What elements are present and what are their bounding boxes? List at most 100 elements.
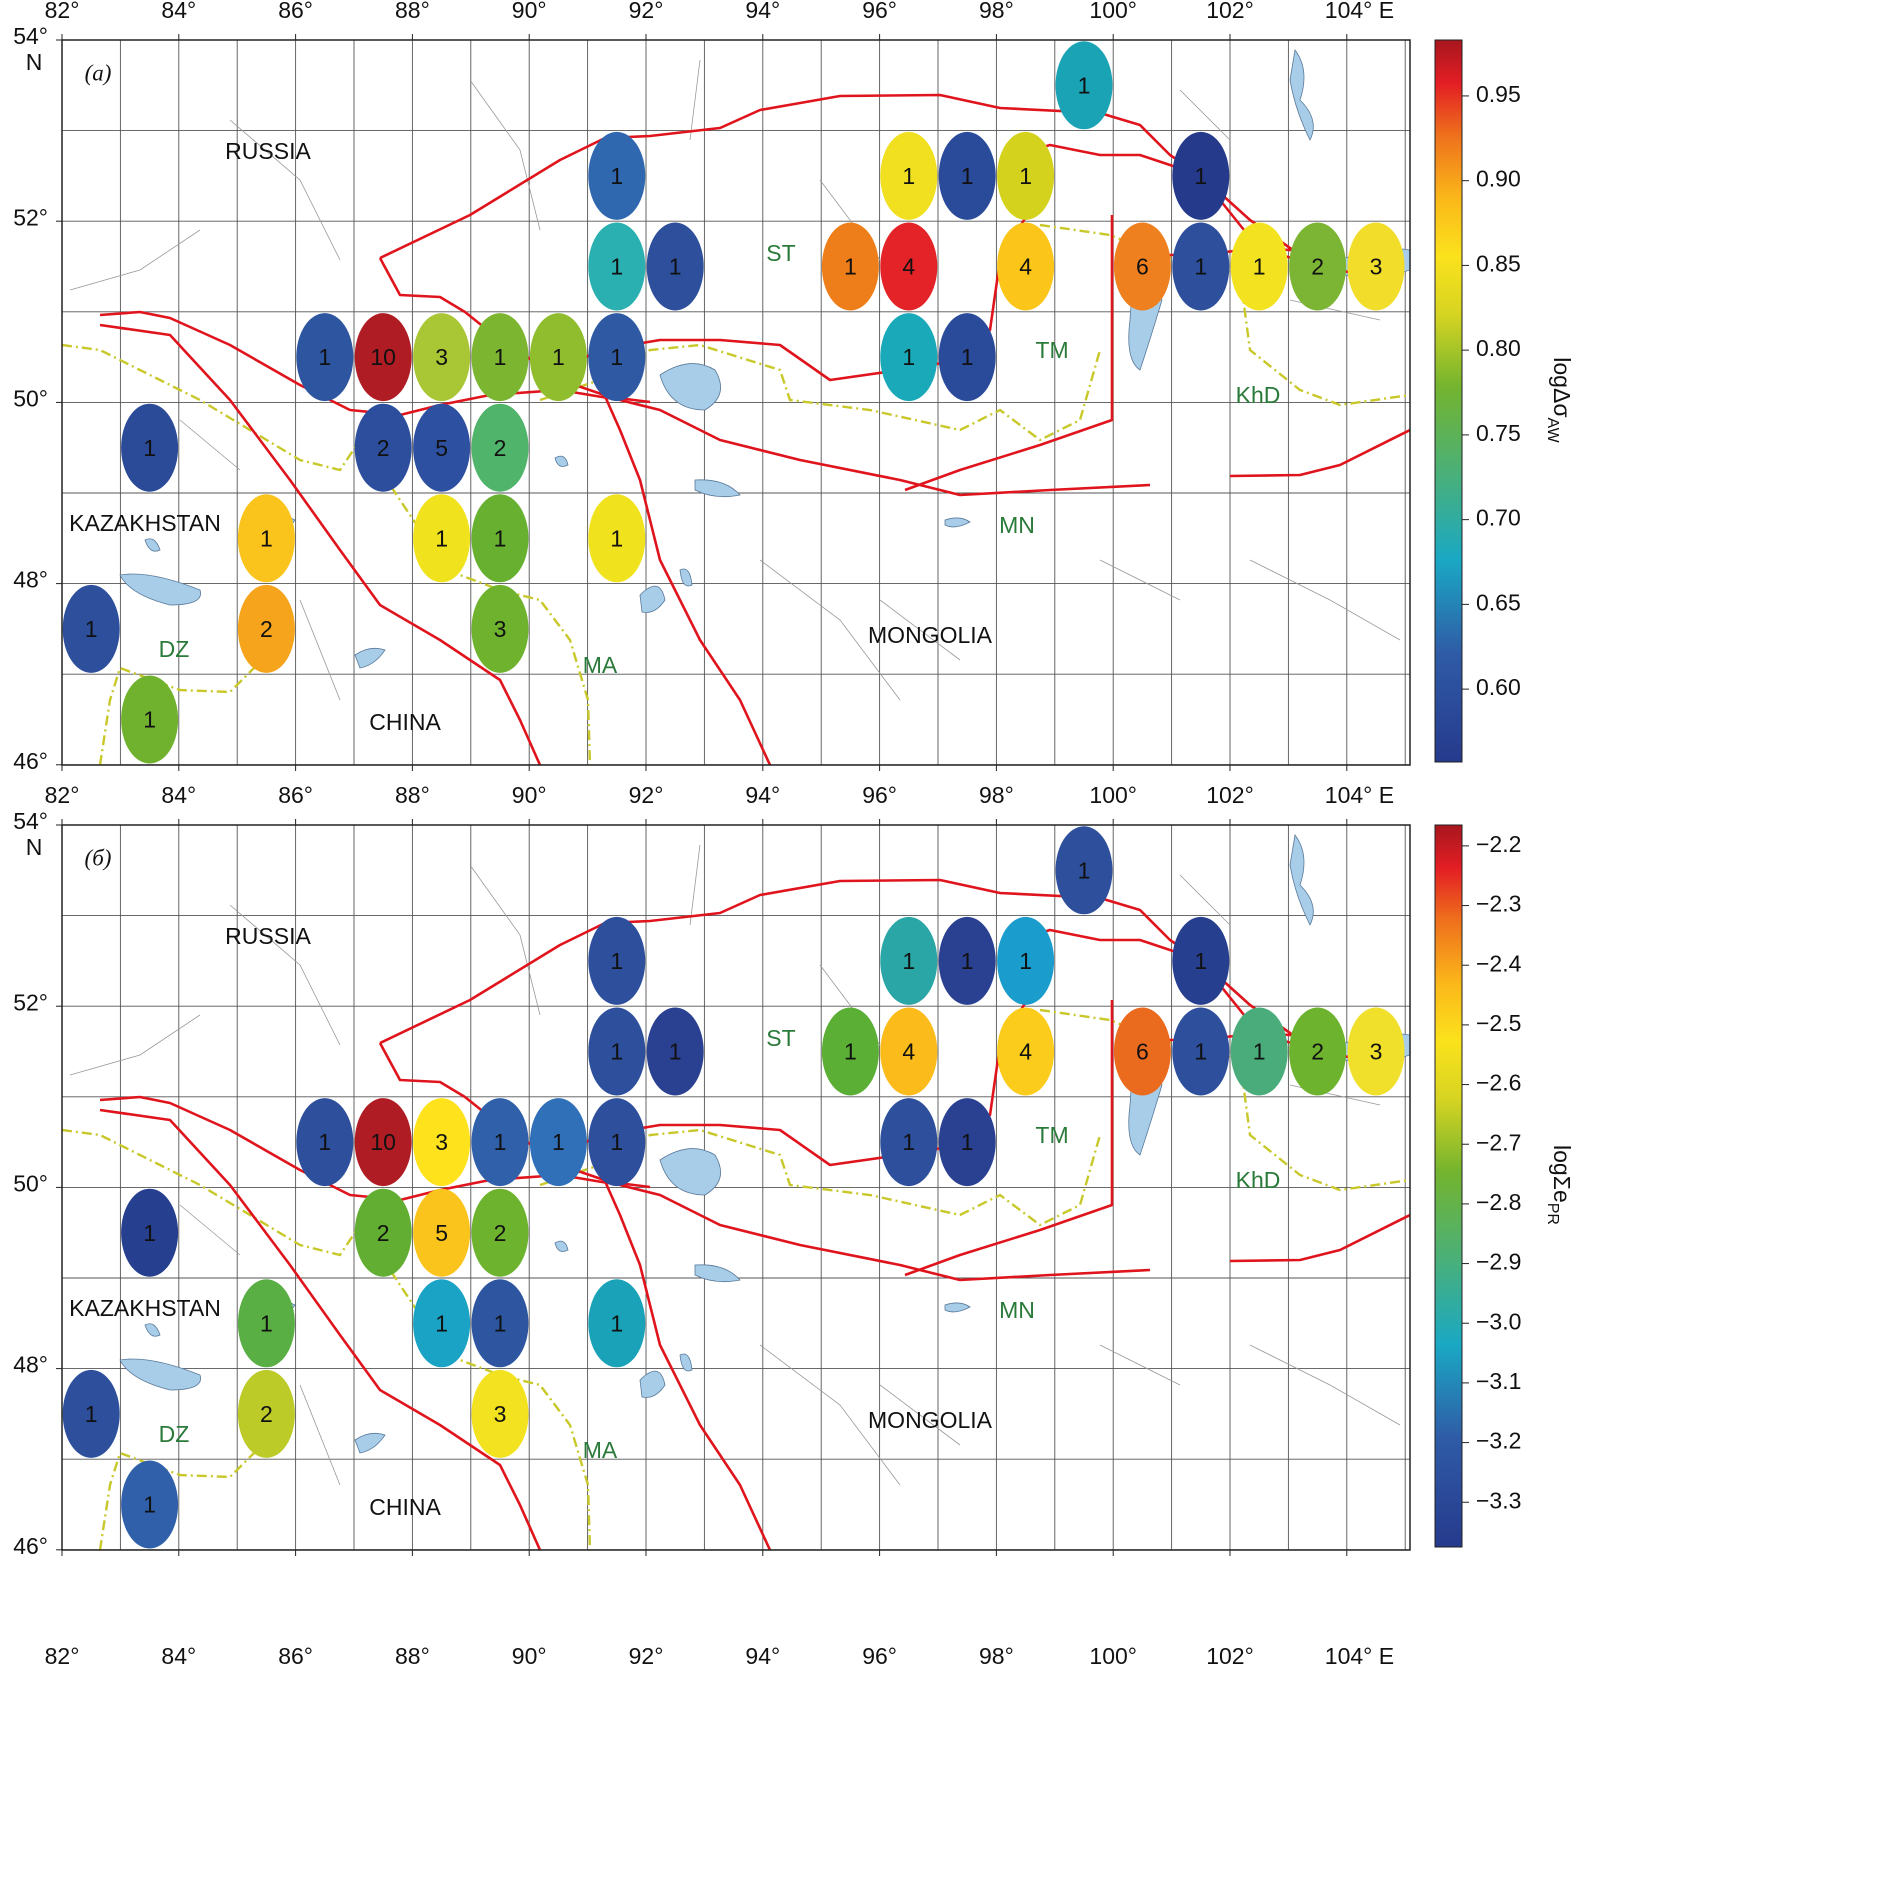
cell-ellipse	[121, 403, 179, 492]
lon-tick-label: 82°	[45, 1643, 80, 1669]
colorbar	[1434, 824, 1463, 1548]
cell-count: 1	[1078, 72, 1091, 98]
cell-count: 1	[143, 435, 156, 461]
lon-tick-label: 90°	[512, 1643, 547, 1669]
lon-tick-label: 96°	[862, 0, 897, 23]
lon-tick-label: 94°	[745, 0, 780, 23]
colorbar	[1434, 39, 1463, 763]
lon-tick-label: 86°	[278, 1643, 313, 1669]
cell-ellipse	[471, 584, 529, 673]
cell-count: 1	[610, 254, 623, 280]
cell-count: 5	[435, 435, 448, 461]
lon-tick-label: 88°	[395, 782, 430, 808]
cell-ellipse	[121, 1188, 179, 1277]
panel-label: (a)	[85, 60, 112, 85]
lon-tick-label: 92°	[629, 1643, 664, 1669]
lon-tick-label: 86°	[278, 782, 313, 808]
colorbar-tick-label: 0.75	[1476, 420, 1521, 446]
cell-count: 10	[370, 1129, 396, 1155]
cell-ellipse	[880, 916, 938, 1005]
lon-tick-label: 96°	[862, 1643, 897, 1669]
lon-tick-label: 102°	[1206, 782, 1254, 808]
colorbar-tick-label: −2.7	[1476, 1129, 1521, 1155]
cell-count: 1	[1194, 163, 1207, 189]
cell-count: 2	[1311, 1039, 1324, 1065]
cell-count: 2	[260, 1401, 273, 1427]
cell-count: 1	[844, 1039, 857, 1065]
colorbar-tick-label: −2.2	[1476, 831, 1521, 857]
lon-tick-label: 94°	[745, 1643, 780, 1669]
cell-ellipse	[471, 1098, 529, 1187]
cell-ellipse	[237, 1279, 295, 1368]
lat-tick-label: 46°	[13, 1533, 48, 1559]
lon-tick-label: 104° E	[1325, 782, 1394, 808]
cell-ellipse	[471, 1188, 529, 1277]
cell-count: 6	[1136, 254, 1149, 280]
cell-ellipse	[1113, 222, 1171, 311]
cell-ellipse	[1230, 1007, 1288, 1096]
region-label: KhD	[1236, 382, 1281, 408]
colorbar-tick-label: −3.0	[1476, 1308, 1521, 1334]
cell-ellipse	[588, 222, 646, 311]
lon-tick-label: 100°	[1089, 782, 1137, 808]
lon-tick-label: 102°	[1206, 0, 1254, 23]
cell-count: 1	[143, 1492, 156, 1518]
colorbar-tick-label: −2.9	[1476, 1249, 1521, 1275]
cell-count: 1	[610, 1129, 623, 1155]
cell-count: 1	[1019, 163, 1032, 189]
cell-count: 1	[610, 1039, 623, 1065]
colorbar-tick-label: 0.70	[1476, 505, 1521, 531]
cell-ellipse	[821, 222, 879, 311]
cell-ellipse	[821, 1007, 879, 1096]
country-label: CHINA	[369, 709, 441, 735]
cell-ellipse	[997, 916, 1055, 1005]
cell-ellipse	[471, 1279, 529, 1368]
cell-ellipse	[413, 313, 471, 402]
cell-ellipse	[413, 1098, 471, 1187]
colorbar-tick-label: 0.80	[1476, 335, 1521, 361]
cell-count: 1	[1253, 1039, 1266, 1065]
lat-tick-label: 50°	[13, 385, 48, 411]
lon-tick-label: 98°	[979, 782, 1014, 808]
lon-tick-label: 88°	[395, 1643, 430, 1669]
cell-ellipse	[413, 403, 471, 492]
lon-tick-label: 96°	[862, 782, 897, 808]
country-label: RUSSIA	[225, 923, 311, 949]
cell-count: 4	[902, 254, 915, 280]
cell-count: 1	[318, 344, 331, 370]
cell-ellipse	[588, 131, 646, 220]
cell-count: 10	[370, 344, 396, 370]
cell-ellipse	[1172, 1007, 1230, 1096]
cell-ellipse	[588, 1007, 646, 1096]
cell-ellipse	[471, 313, 529, 402]
colorbar-title-main: logΣe	[1549, 1145, 1575, 1203]
lon-tick-label: 98°	[979, 1643, 1014, 1669]
lon-tick-label: 84°	[161, 782, 196, 808]
cell-ellipse	[237, 494, 295, 583]
cell-count: 1	[494, 525, 507, 551]
lat-tick-label: 52°	[13, 989, 48, 1015]
lon-tick-label: 100°	[1089, 0, 1137, 23]
cell-ellipse	[646, 1007, 704, 1096]
cell-count: 1	[85, 616, 98, 642]
cell-ellipse	[880, 1007, 938, 1096]
cell-count: 1	[902, 1129, 915, 1155]
cell-count: 1	[610, 344, 623, 370]
colorbar-tick-label: −2.8	[1476, 1189, 1521, 1215]
cell-ellipse	[354, 1188, 412, 1277]
cell-ellipse	[997, 1007, 1055, 1096]
cell-count: 1	[610, 525, 623, 551]
cell-ellipse	[413, 1279, 471, 1368]
cell-ellipse	[296, 1098, 354, 1187]
country-label: MONGOLIA	[868, 1407, 993, 1433]
region-label: MN	[999, 1297, 1035, 1323]
colorbar-title: logΔσAW	[1544, 357, 1575, 443]
cell-ellipse	[646, 222, 704, 311]
lat-tick-label: 54°	[13, 23, 48, 49]
cell-count: 1	[902, 163, 915, 189]
colorbar-tick-label: 0.85	[1476, 250, 1521, 276]
cell-ellipse	[588, 916, 646, 1005]
cell-ellipse	[1055, 41, 1113, 130]
cell-count: 1	[961, 948, 974, 974]
